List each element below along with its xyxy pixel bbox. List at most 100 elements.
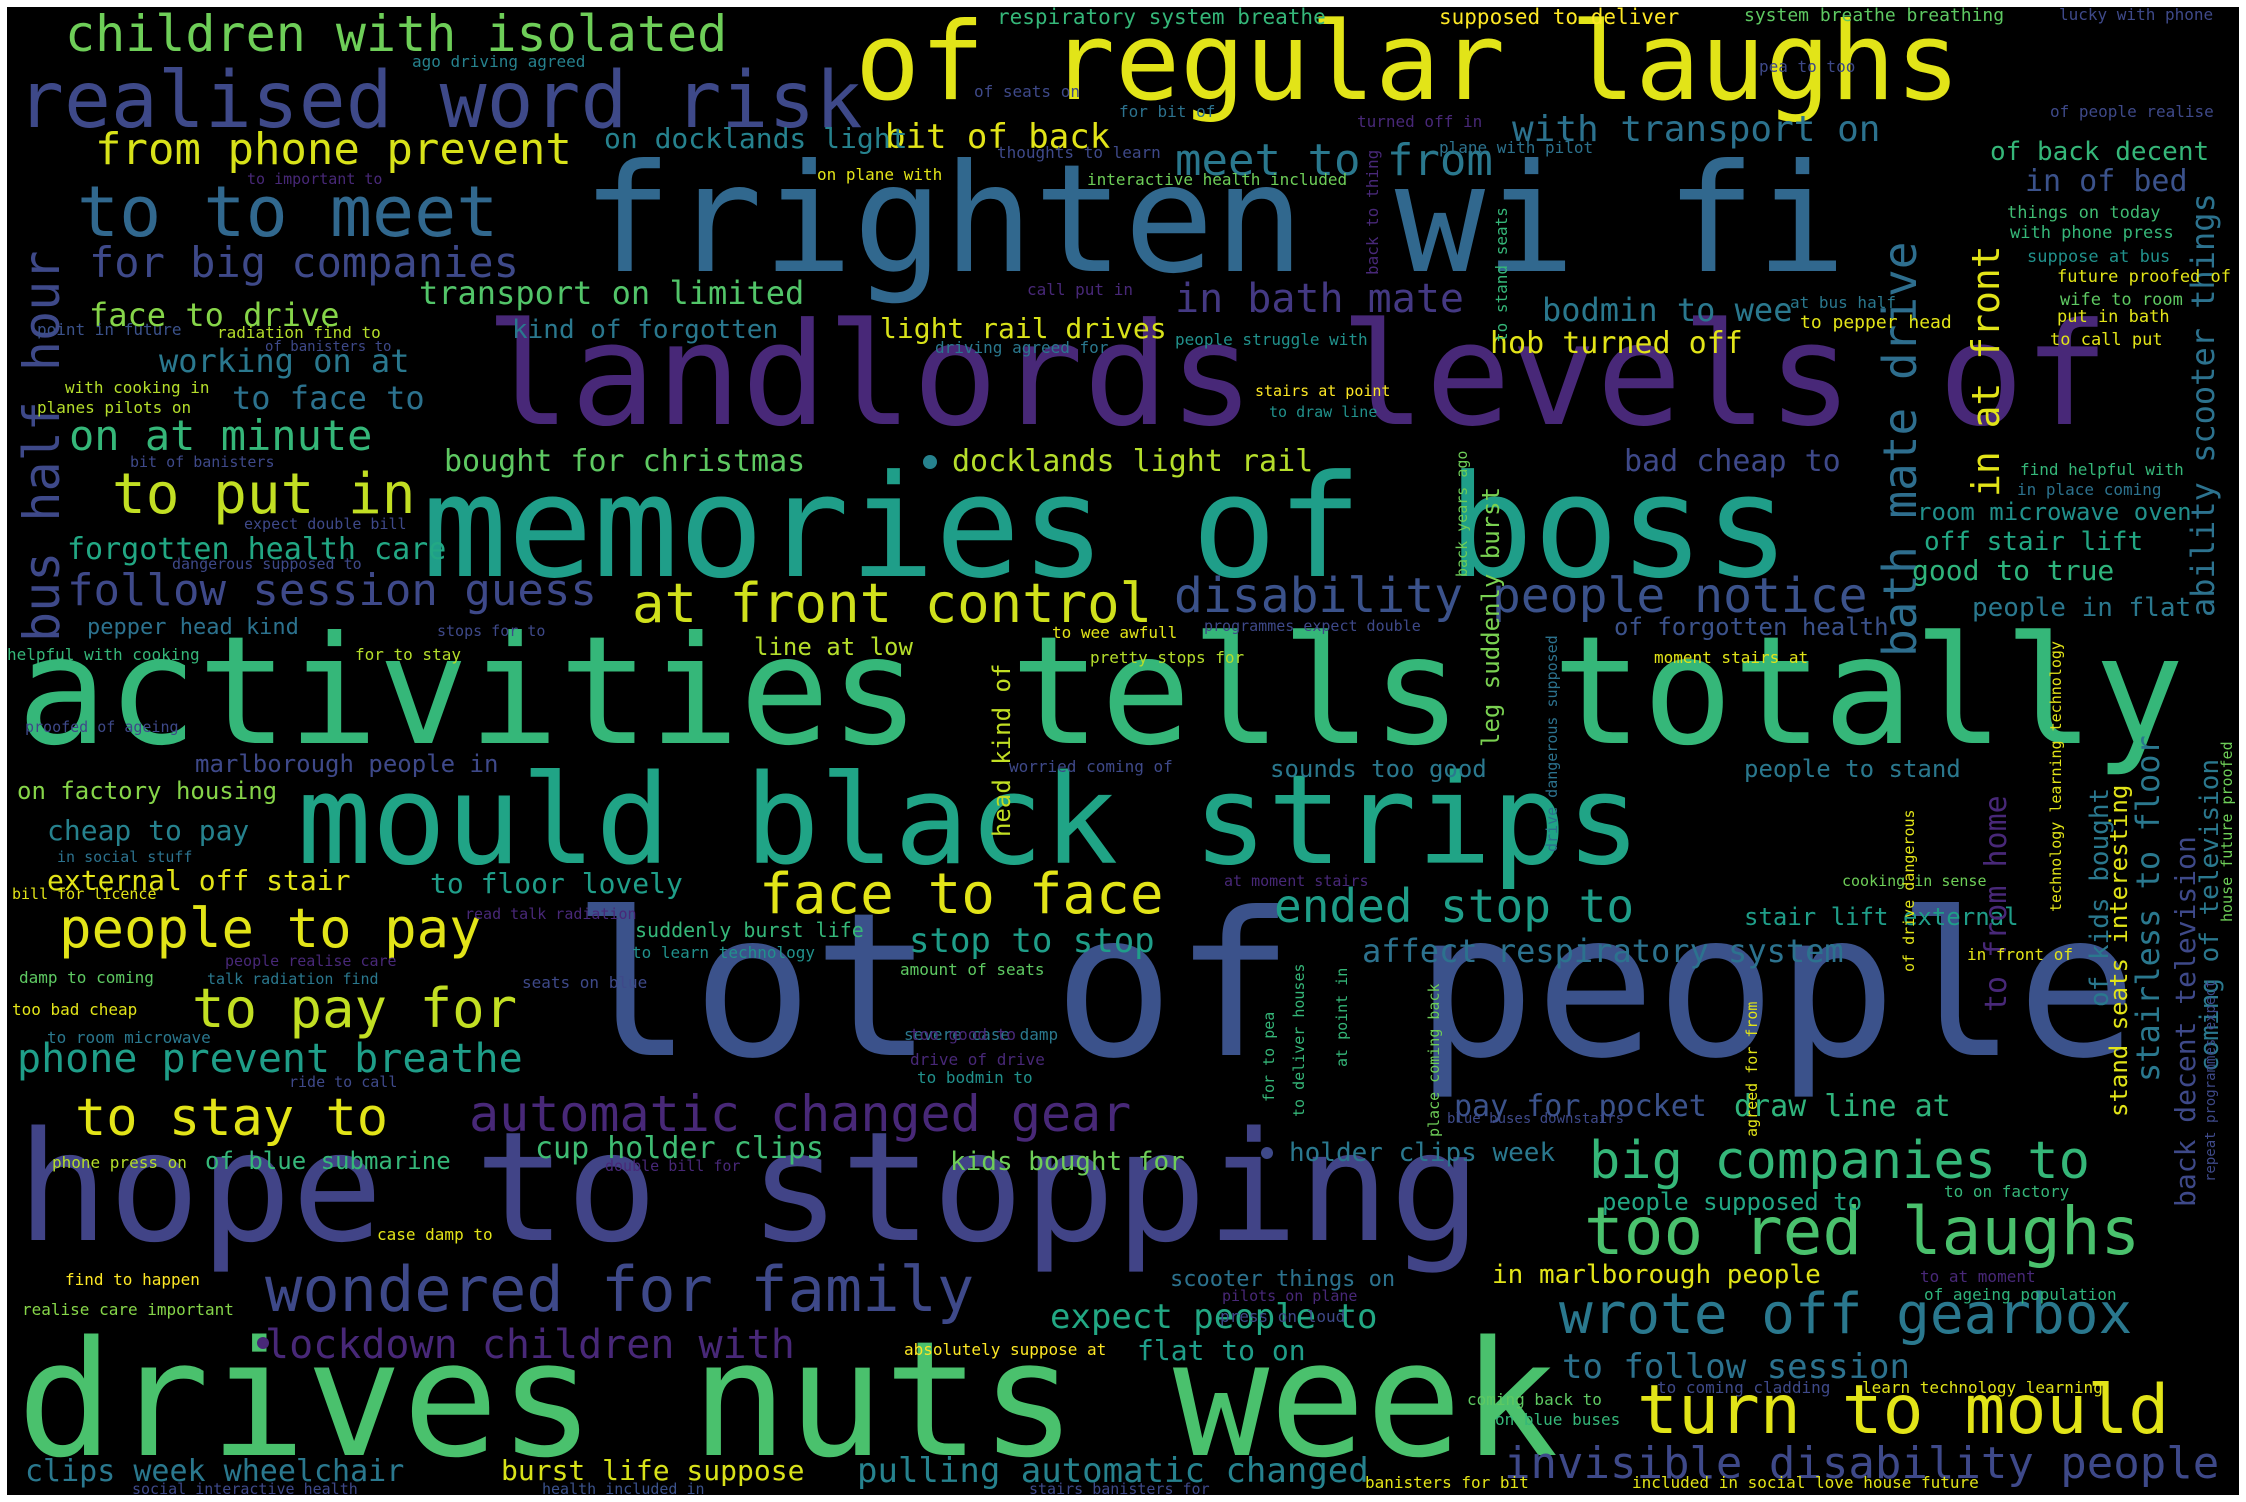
cloud-word: in marlborough people bbox=[1492, 1260, 1821, 1290]
cloud-word: worried coming of bbox=[1009, 757, 1173, 776]
cloud-word: of ageing population bbox=[1924, 1285, 2117, 1304]
cloud-word: talk radiation find bbox=[207, 970, 379, 988]
cloud-word: on plane with bbox=[817, 165, 943, 184]
cloud-word: stairs at point bbox=[1255, 382, 1391, 400]
cloud-word: with cooking in bbox=[65, 378, 210, 397]
cloud-word: mould black strips bbox=[297, 749, 1641, 893]
cloud-word: realised word risk bbox=[17, 56, 863, 146]
cloud-word: cup holder clips bbox=[535, 1131, 824, 1166]
cloud-word: of forgotten health bbox=[1614, 613, 1889, 641]
cloud-word: stops for to bbox=[437, 622, 546, 640]
cloud-word: at front control bbox=[632, 572, 1153, 635]
cloud-word: people to pay bbox=[59, 897, 482, 960]
cloud-word: lot of people bbox=[572, 870, 2138, 1103]
cloud-word: turned off in bbox=[1357, 112, 1483, 131]
cloud-word: respiratory system breathe bbox=[997, 7, 1326, 29]
cloud-word: in front of bbox=[1967, 945, 2073, 964]
cloud-word: call put in bbox=[1027, 280, 1133, 299]
cloud-word: bad cheap to bbox=[1624, 444, 1841, 479]
cloud-word: back to thing bbox=[1363, 149, 1382, 275]
cloud-word: at bus half bbox=[1790, 293, 1896, 312]
cloud-word: stair lift external bbox=[1744, 903, 2019, 931]
cloud-word: radiation find to bbox=[217, 323, 381, 342]
cloud-word: on blue buses bbox=[1495, 1410, 1621, 1429]
cloud-word: wrote off gearbox bbox=[1559, 1282, 2133, 1347]
cloud-word: of back decent bbox=[1990, 137, 2210, 167]
cloud-word: in social stuff bbox=[57, 848, 193, 866]
cloud-word: follow session guess bbox=[67, 565, 597, 616]
cloud-word: too red laughs bbox=[1584, 1193, 2141, 1270]
cloud-word: activities tells totally bbox=[17, 605, 2185, 779]
cloud-word: too bad cheap bbox=[12, 1000, 138, 1019]
cloud-word: in bath mate bbox=[1175, 276, 1464, 322]
cloud-word: to stay to bbox=[75, 1088, 389, 1148]
cloud-word: proofed of ageing bbox=[25, 718, 179, 736]
cloud-word: to stand seats bbox=[1492, 207, 1511, 342]
cloud-word: big companies to bbox=[1589, 1131, 2090, 1191]
cloud-word: people in flat bbox=[1972, 593, 2192, 623]
cloud-word: at point in bbox=[1333, 967, 1351, 1067]
cloud-word: to coming cladding bbox=[1657, 1378, 1831, 1397]
cloud-word: people supposed to bbox=[1602, 1188, 1863, 1216]
cloud-dot bbox=[923, 455, 937, 469]
cloud-word: holder clips week bbox=[1289, 1138, 1556, 1168]
cloud-word: on docklands light bbox=[604, 122, 908, 155]
cloud-word: to to meet bbox=[77, 171, 499, 253]
cloud-word: room microwave oven bbox=[1917, 498, 2192, 526]
cloud-word: frighten wi fi bbox=[582, 133, 1847, 307]
cloud-word: ability scooter things bbox=[2184, 193, 2222, 617]
cloud-word: memories of boss bbox=[422, 445, 1790, 610]
cloud-word: stairless to floor bbox=[2129, 735, 2167, 1082]
cloud-word: learn technology learning bbox=[1862, 1378, 2103, 1397]
cloud-word: transport on limited bbox=[419, 274, 805, 312]
cloud-word: marlborough people in bbox=[195, 750, 499, 778]
cloud-word: amount of seats bbox=[900, 960, 1045, 979]
cloud-word: wife to room bbox=[2060, 290, 2183, 310]
cloud-word: driving agreed for bbox=[935, 338, 1109, 357]
cloud-word: stand seats interesting bbox=[2105, 784, 2133, 1117]
cloud-word: expect double bill bbox=[244, 515, 407, 533]
cloud-word: kids bought for bbox=[950, 1147, 1185, 1177]
cloud-word: too good to bbox=[910, 1025, 1016, 1044]
cloud-word: bodmin to wee bbox=[1542, 291, 1793, 329]
cloud-word: to bodmin to bbox=[917, 1068, 1033, 1087]
cloud-word: leg suddenly burst bbox=[1477, 486, 1505, 747]
cloud-word: for big companies bbox=[89, 238, 519, 287]
cloud-word: for to pea bbox=[1260, 1011, 1278, 1102]
cloud-word: docklands light rail bbox=[952, 444, 1314, 479]
cloud-word: on at minute bbox=[69, 411, 373, 460]
cloud-word: pepper head kind bbox=[87, 615, 299, 640]
cloud-word: good to true bbox=[1912, 554, 2115, 587]
cloud-word: external off stair bbox=[47, 864, 351, 897]
cloud-word: phone press on bbox=[52, 1153, 187, 1172]
cloud-word: programmes expect double bbox=[1204, 617, 1421, 635]
cloud-word: lucky with phone bbox=[2059, 7, 2214, 24]
cloud-word: helpful with cooking bbox=[7, 645, 200, 664]
cloud-word: landlords levels of bbox=[485, 293, 2110, 458]
cloud-word: repeat programmes expect bbox=[2203, 979, 2219, 1182]
cloud-word: read talk radiation bbox=[465, 905, 637, 923]
cloud-word: bought for christmas bbox=[444, 444, 806, 479]
cloud-word: people to stand bbox=[1744, 755, 1961, 783]
cloud-word: in at front bbox=[1964, 245, 2008, 497]
cloud-word: working on at bbox=[159, 342, 410, 380]
cloud-word: pretty stops for bbox=[1090, 648, 1245, 667]
cloud-word: ago driving agreed bbox=[412, 52, 586, 71]
cloud-word: to room microwave bbox=[47, 1028, 211, 1047]
cloud-word: light rail drives bbox=[880, 312, 1167, 345]
cloud-word: in of bed bbox=[2025, 164, 2188, 199]
cloud-word: system breathe breathing bbox=[1744, 7, 2005, 26]
cloud-word: in place coming bbox=[2017, 480, 2162, 499]
cloud-word: hob turned off bbox=[1490, 326, 1743, 361]
cloud-word: realise care important bbox=[22, 1300, 234, 1319]
cloud-word: to learn technology bbox=[632, 943, 816, 962]
cloud-word: to at moment bbox=[1920, 1267, 2036, 1286]
cloud-word: turn to mould bbox=[1637, 1371, 2170, 1450]
cloud-word: for bit of bbox=[1119, 102, 1216, 121]
cloud-word: to wee awfull bbox=[1052, 623, 1178, 642]
cloud-word: press on loud bbox=[1220, 1307, 1346, 1326]
cloud-word: seats on blue bbox=[522, 973, 648, 992]
cloud-word: people realise care bbox=[225, 952, 397, 970]
cloud-word: supposed to deliver bbox=[1439, 7, 1680, 29]
